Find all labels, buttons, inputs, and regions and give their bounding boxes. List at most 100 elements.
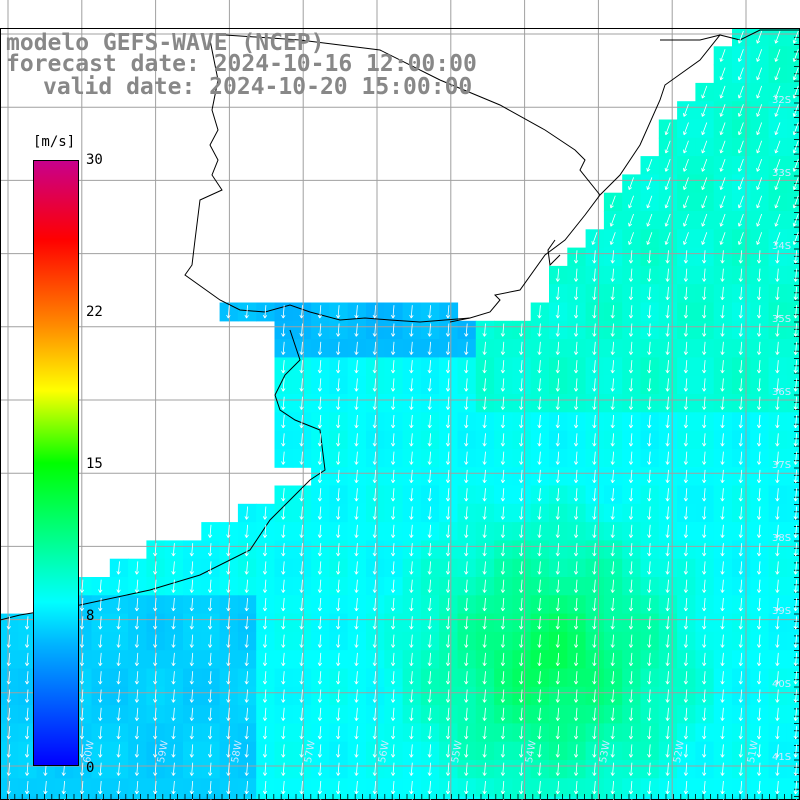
wind-arrow — [372, 396, 377, 410]
wind-arrow — [299, 780, 304, 795]
wind-arrow — [702, 616, 707, 630]
wind-arrow — [189, 707, 194, 721]
wind-arrow — [573, 341, 579, 355]
wind-arrow — [464, 323, 469, 337]
wind-arrow — [372, 469, 377, 484]
wind-arrow — [756, 323, 762, 337]
wind-arrow — [336, 561, 341, 575]
wind-arrow — [573, 634, 579, 648]
wind-arrow — [738, 597, 743, 612]
wind-arrow — [372, 597, 377, 612]
wind-arrow — [702, 414, 707, 429]
wind-arrow — [774, 122, 781, 136]
wind-arrow — [244, 524, 249, 538]
wind-arrow — [519, 689, 524, 703]
wind-arrow — [793, 469, 798, 484]
wind-arrow — [281, 671, 286, 685]
wind-arrow — [573, 268, 579, 282]
wind-arrow — [244, 762, 249, 776]
wind-arrow — [281, 360, 286, 374]
wind-arrow — [226, 561, 231, 575]
wind-arrow — [555, 433, 560, 447]
wind-arrow — [683, 140, 689, 154]
wind-arrow — [409, 451, 414, 465]
wind-arrow — [500, 543, 506, 557]
wind-arrow — [372, 323, 377, 337]
wind-arrow — [592, 744, 597, 758]
wind-arrow — [244, 652, 249, 667]
wind-arrow — [775, 689, 780, 703]
wind-arrow — [354, 634, 359, 648]
wind-arrow — [592, 762, 597, 776]
wind-arrow — [720, 597, 725, 612]
wind-arrow — [336, 634, 341, 648]
wind-arrow — [702, 286, 707, 301]
wind-arrow — [647, 506, 652, 520]
wind-arrow — [775, 707, 780, 721]
wind-arrow — [683, 762, 689, 776]
wind-arrow — [683, 634, 689, 648]
wind-speed-cell — [622, 796, 642, 800]
wind-arrow — [628, 286, 634, 301]
colorbar-tick-8: 8 — [86, 608, 95, 624]
wind-arrow — [153, 780, 158, 795]
wind-arrow — [390, 323, 396, 337]
wind-arrow — [737, 30, 744, 44]
wind-arrow — [500, 597, 506, 612]
wind-arrow — [628, 396, 634, 410]
wind-arrow — [336, 305, 341, 319]
uruguay-border — [224, 34, 721, 196]
wind-arrow — [262, 762, 268, 776]
wind-arrow — [299, 689, 304, 703]
wind-arrow — [281, 506, 286, 520]
wind-arrow — [409, 561, 414, 575]
wind-arrow — [354, 469, 359, 484]
wind-arrow — [775, 726, 780, 740]
wind-arrow — [427, 543, 432, 557]
wind-arrow — [774, 213, 781, 227]
wind-arrow — [262, 744, 268, 758]
wind-arrow — [665, 506, 670, 520]
wind-arrow — [555, 323, 560, 337]
wind-arrow — [445, 726, 451, 740]
wind-arrow — [573, 616, 579, 630]
wind-arrow — [792, 122, 799, 136]
wind-arrow — [500, 616, 506, 630]
wind-arrow — [171, 762, 176, 776]
wind-arrow — [281, 488, 286, 502]
wind-arrow — [665, 707, 670, 721]
wind-arrow — [500, 726, 506, 740]
wind-arrow — [756, 469, 762, 484]
wind-arrow — [592, 323, 597, 337]
wind-arrow — [793, 671, 798, 685]
wind-speed-cell — [786, 64, 800, 84]
wind-arrow — [299, 433, 304, 447]
wind-arrow — [372, 780, 377, 795]
wind-arrow — [610, 524, 615, 538]
wind-arrow — [189, 634, 194, 648]
wind-arrow — [775, 634, 780, 648]
wind-arrow — [336, 671, 341, 685]
wind-arrow — [537, 616, 542, 630]
wind-arrow — [390, 597, 396, 612]
wind-arrow — [445, 506, 451, 520]
wind-speed-cell — [786, 101, 800, 121]
wind-arrow — [482, 433, 487, 447]
wind-arrow — [720, 451, 725, 465]
wind-arrow — [756, 305, 762, 319]
wind-speed-cell — [677, 796, 696, 800]
wind-arrow — [500, 341, 506, 355]
wind-arrow — [628, 744, 634, 758]
wind-arrow — [756, 597, 762, 612]
wind-arrow — [262, 634, 268, 648]
wind-arrow — [354, 762, 359, 776]
wind-speed-cell — [329, 796, 349, 800]
wind-arrow — [299, 305, 304, 319]
wind-arrow — [500, 561, 506, 575]
wind-arrow — [628, 195, 634, 209]
wind-arrow — [683, 360, 689, 374]
wind-arrow — [189, 597, 194, 612]
wind-arrow — [573, 652, 579, 667]
wind-arrow — [555, 726, 560, 740]
wind-arrow — [537, 524, 542, 538]
